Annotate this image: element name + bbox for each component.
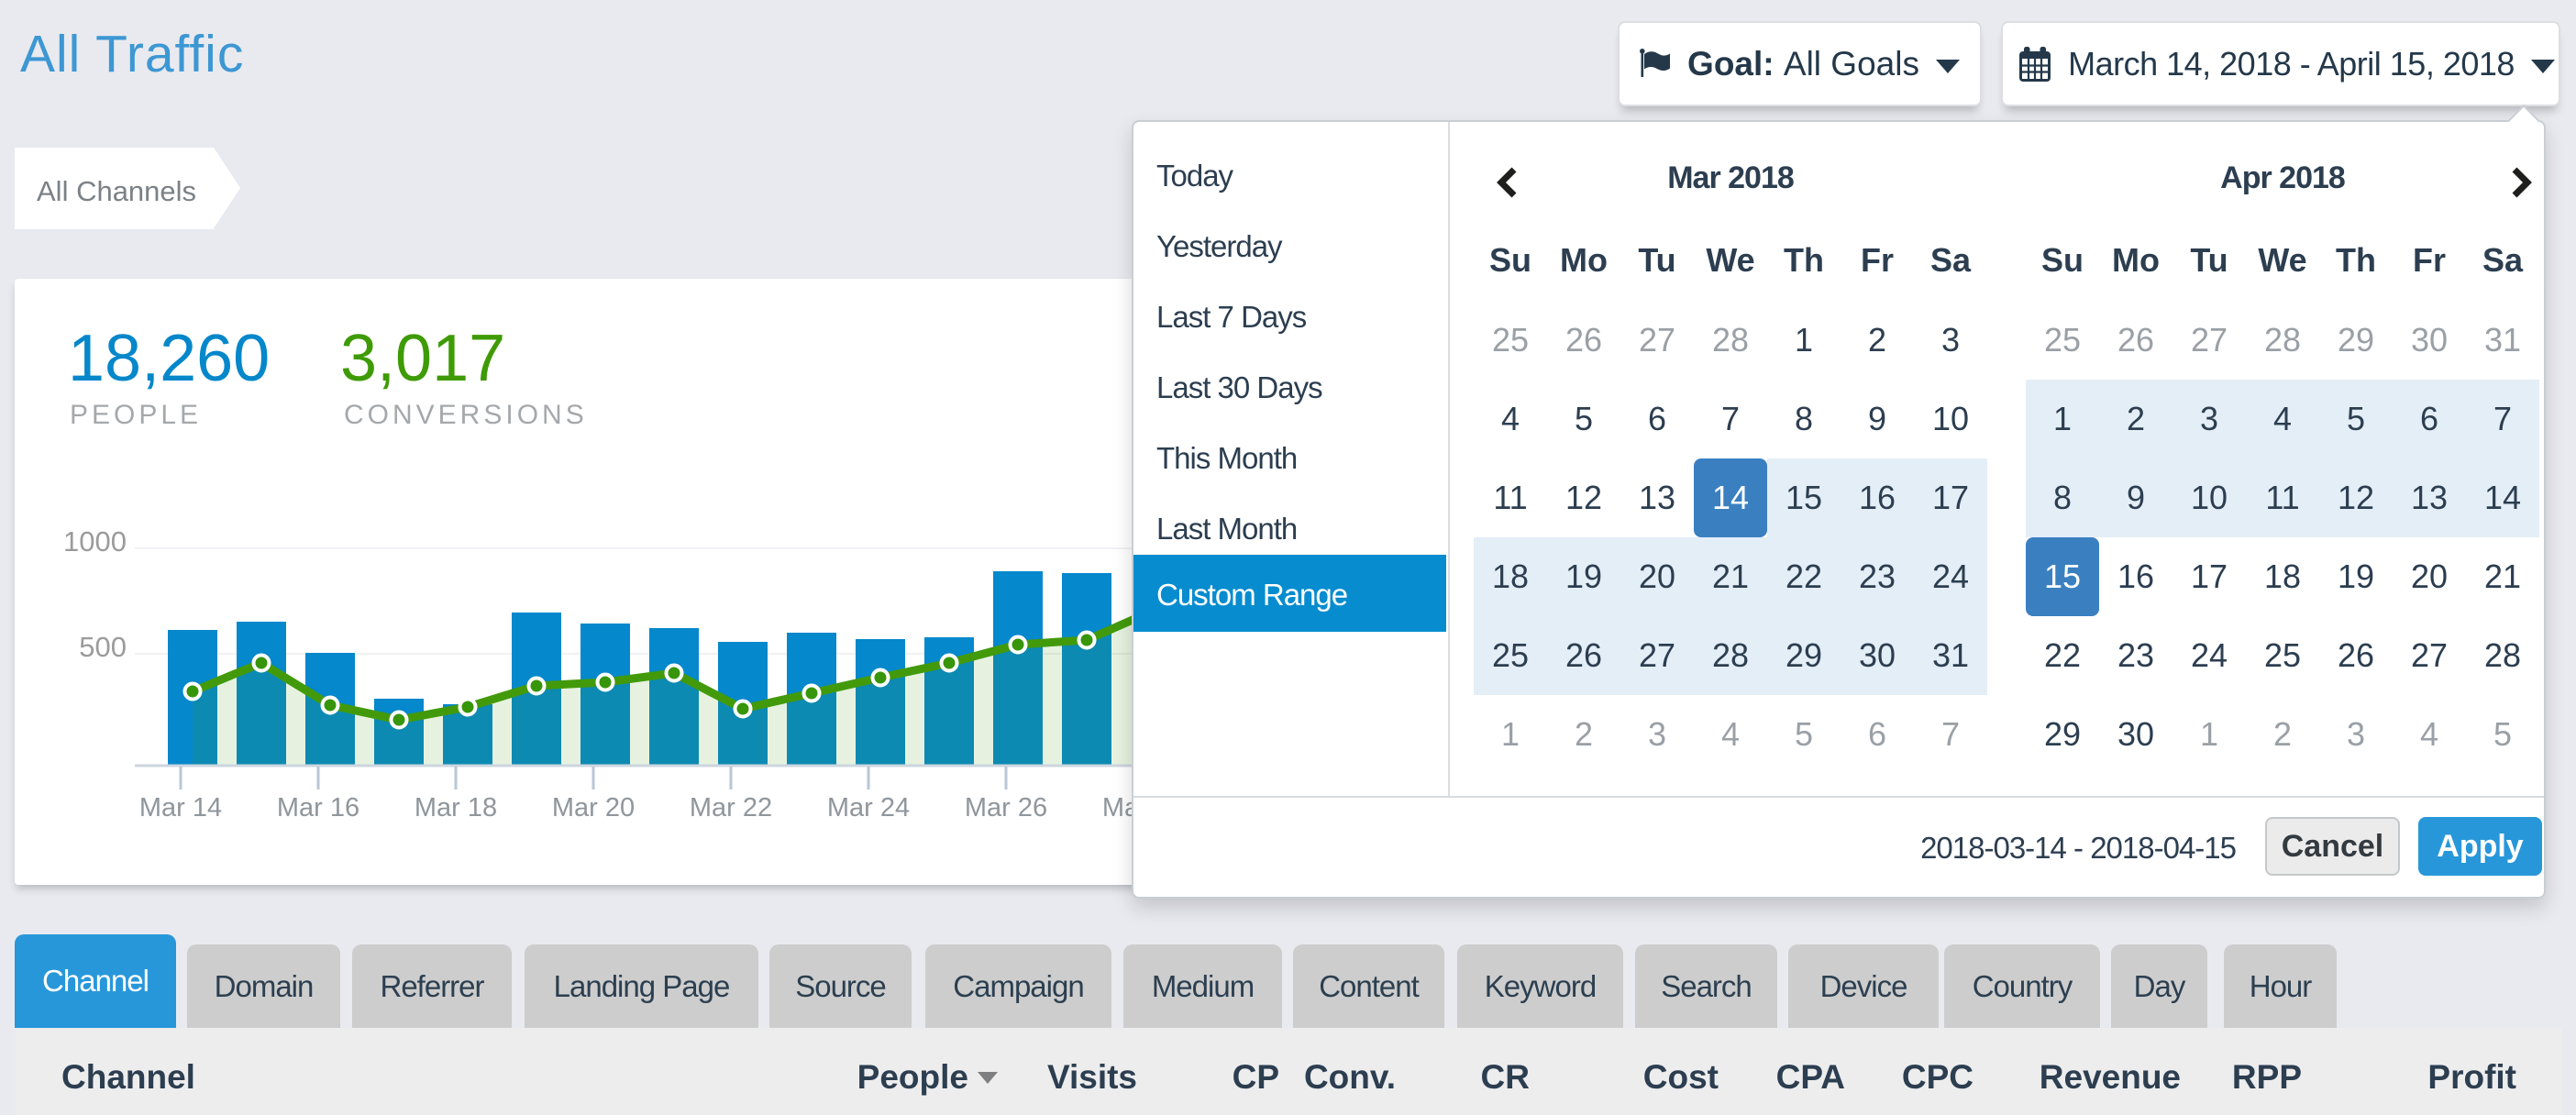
svg-text:Mar 20: Mar 20: [552, 793, 635, 822]
svg-text:Mar 24: Mar 24: [827, 793, 910, 822]
svg-text:500: 500: [79, 631, 127, 663]
svg-text:Mar 14: Mar 14: [139, 793, 222, 822]
svg-text:Mar 26: Mar 26: [965, 793, 1047, 822]
svg-text:Mar 16: Mar 16: [277, 793, 359, 822]
svg-text:Mar 22: Mar 22: [690, 793, 772, 822]
svg-text:Mar 18: Mar 18: [415, 793, 497, 822]
svg-text:1000: 1000: [63, 525, 127, 558]
